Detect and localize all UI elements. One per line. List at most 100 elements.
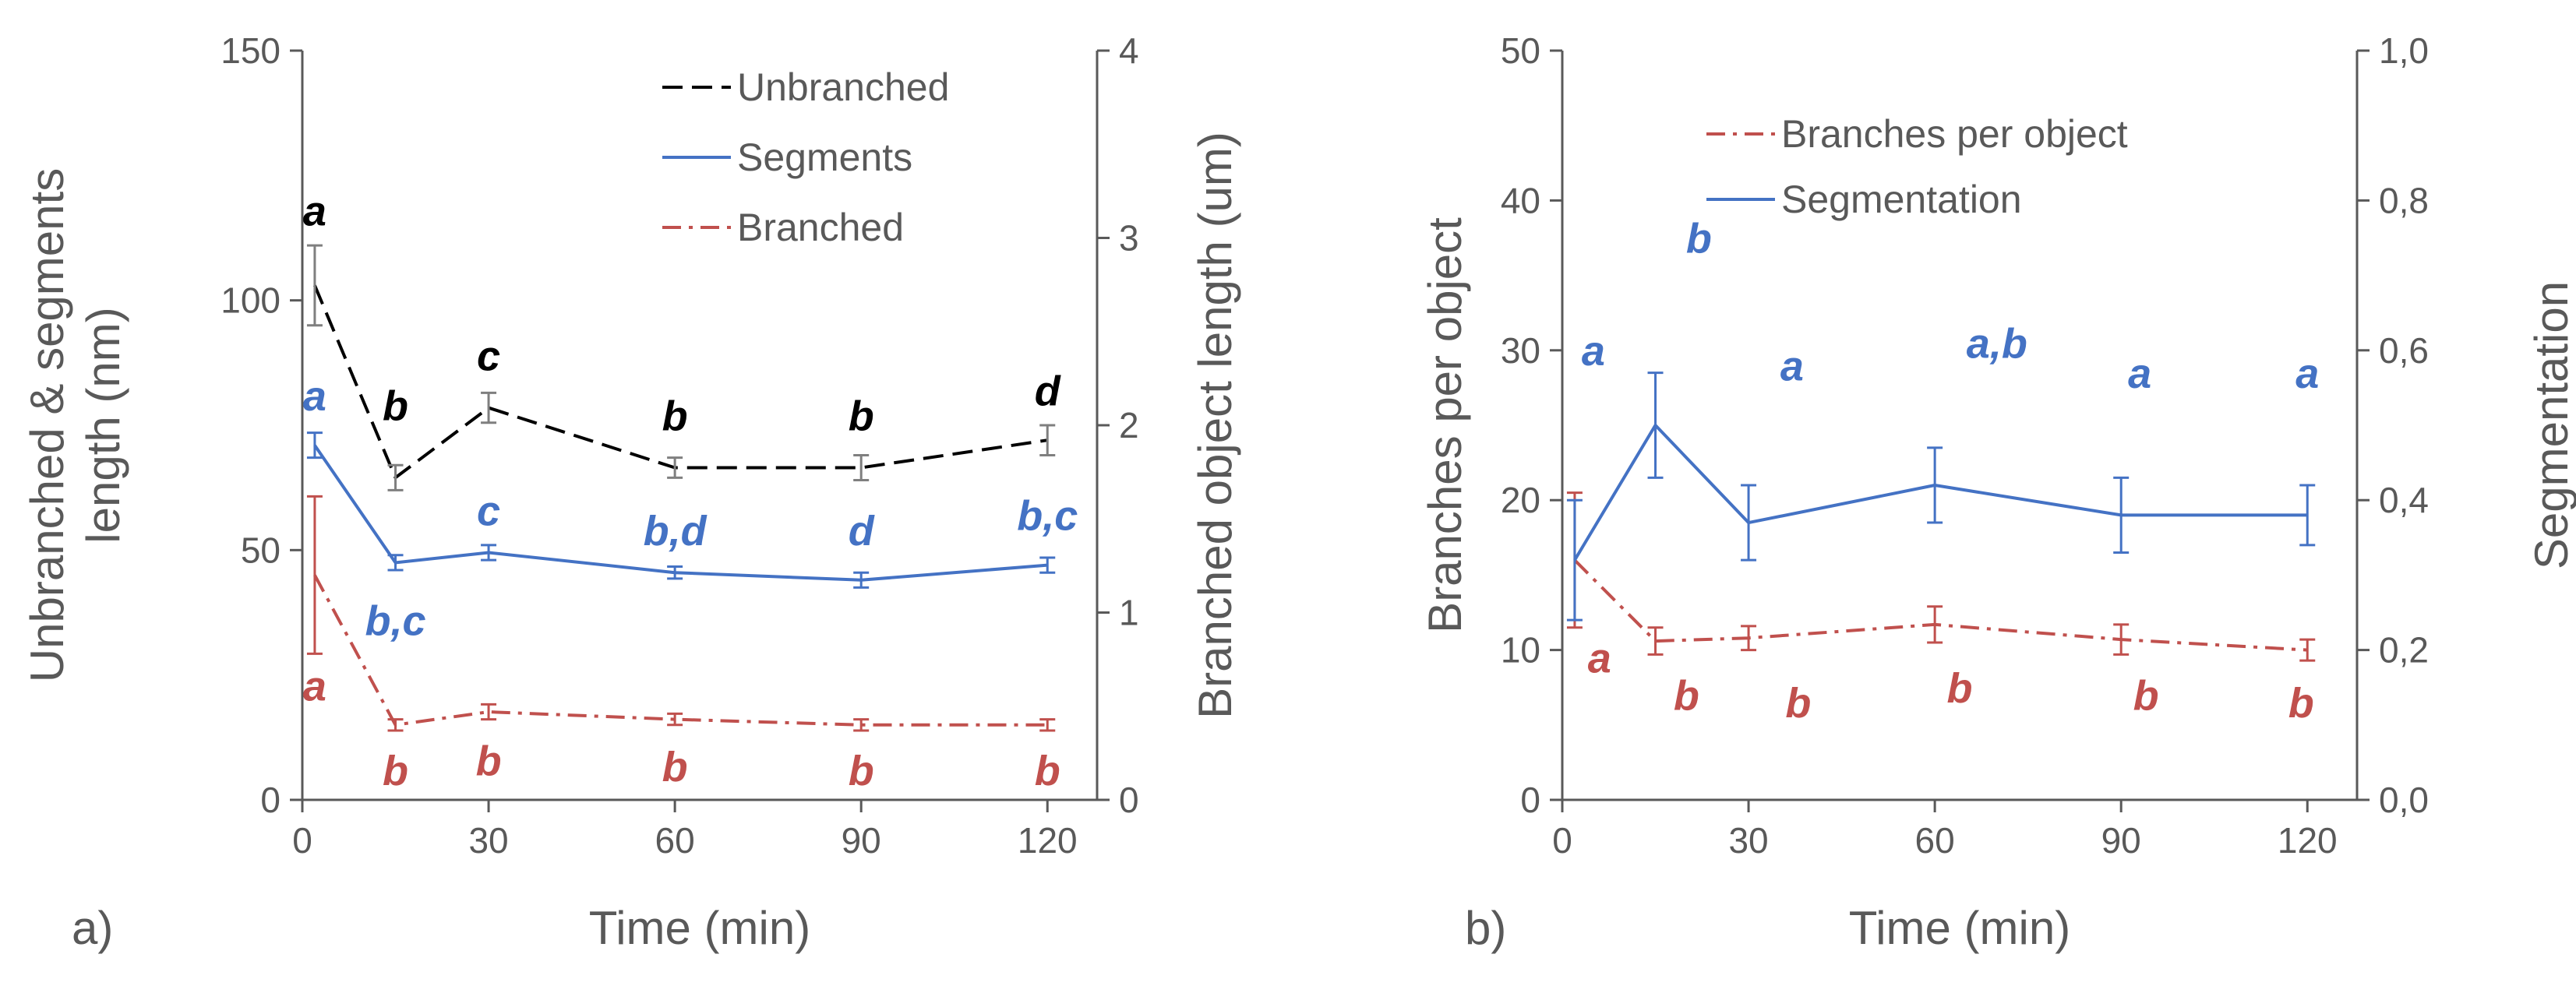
significance-label: a bbox=[2128, 350, 2151, 397]
error-bar bbox=[306, 495, 323, 655]
left-y-tick-label: 30 bbox=[1501, 330, 1540, 371]
significance-label: a bbox=[1582, 328, 1605, 375]
significance-label: a bbox=[303, 664, 326, 710]
x-tick-label: 90 bbox=[842, 820, 881, 861]
error-bar bbox=[1039, 718, 1056, 732]
left-y-axis-label: Branches per object bbox=[1419, 217, 1471, 633]
legend-label: Unbranched bbox=[737, 65, 949, 109]
legend-label: Segmentation bbox=[1781, 178, 2022, 221]
error-bar bbox=[481, 703, 497, 721]
significance-label: b bbox=[849, 393, 874, 439]
error-bar bbox=[387, 463, 404, 491]
x-tick-label: 60 bbox=[655, 820, 695, 861]
left-y-tick-label: 150 bbox=[221, 30, 281, 71]
error-bar bbox=[1039, 424, 1056, 456]
significance-label: a,b bbox=[1967, 320, 2027, 367]
significance-label: d bbox=[849, 508, 875, 555]
significance-label: b,c bbox=[365, 597, 426, 644]
series-line bbox=[1573, 558, 2308, 652]
left-y-tick-label: 0 bbox=[1520, 780, 1540, 820]
series-unbranched: a b c b b d bbox=[303, 188, 1061, 491]
error-bar bbox=[2113, 623, 2130, 656]
error-bar bbox=[667, 456, 683, 479]
left-y-axis-label: Unbranched & segmentslength (nm) bbox=[21, 168, 129, 682]
series-segmentation: a b a a,b a a bbox=[1566, 216, 2319, 622]
significance-label: a bbox=[303, 373, 326, 420]
right-y-tick-label: 0,2 bbox=[2379, 630, 2429, 671]
left-y-tick-label: 40 bbox=[1501, 180, 1540, 220]
series-line bbox=[313, 444, 1048, 582]
right-y-tick-label: 0 bbox=[1119, 780, 1139, 820]
right-y-tick-label: 0,0 bbox=[2379, 780, 2429, 820]
series-branches-per-object: ab b b b b bbox=[1566, 491, 2316, 727]
error-bar bbox=[1927, 605, 1943, 644]
left-y-tick-label: 0 bbox=[260, 780, 281, 820]
error-bar bbox=[853, 571, 870, 589]
chart-panel-b: 0 10 20 30 40 50 0,0 0,2 0,4 0,6 0,8 1,0 0 30 60 90 120 T… bbox=[1419, 30, 2576, 954]
significance-label: b,d bbox=[644, 508, 708, 555]
error-bar bbox=[1647, 626, 1664, 656]
x-tick-label: 0 bbox=[292, 820, 312, 861]
significance-label: b bbox=[1035, 748, 1060, 794]
significance-label: b bbox=[662, 393, 688, 439]
right-y-axis-label: Segmentation bbox=[2525, 281, 2576, 569]
left-y-tick-label: 50 bbox=[241, 530, 281, 570]
series-line bbox=[1573, 424, 2308, 562]
legend-label: Branches per object bbox=[1781, 112, 2128, 156]
significance-label: b bbox=[1785, 680, 1811, 727]
significance-label: c bbox=[477, 333, 500, 379]
error-bar bbox=[1039, 556, 1056, 574]
x-axis-label: Time (min) bbox=[589, 902, 810, 954]
significance-label: b bbox=[476, 738, 502, 785]
error-bar bbox=[306, 244, 323, 327]
x-tick-label: 60 bbox=[1915, 820, 1955, 861]
error-bar bbox=[1647, 372, 1664, 479]
significance-label: d bbox=[1035, 368, 1061, 414]
panel-label: b) bbox=[1465, 902, 1506, 954]
x-tick-label: 30 bbox=[468, 820, 508, 861]
significance-label: a bbox=[303, 188, 326, 234]
significance-label: b bbox=[383, 748, 408, 794]
right-y-tick-label: 0,4 bbox=[2379, 480, 2429, 520]
left-y-tick-label: 20 bbox=[1501, 480, 1540, 520]
right-y-tick-label: 3 bbox=[1119, 218, 1139, 259]
left-y-tick-label: 50 bbox=[1501, 30, 1540, 71]
error-bar bbox=[1741, 625, 1757, 652]
significance-label: b bbox=[662, 744, 688, 791]
error-bar bbox=[481, 544, 497, 562]
error-bar bbox=[306, 431, 323, 460]
significance-label: b bbox=[1674, 673, 1699, 720]
error-bar bbox=[853, 718, 870, 732]
error-bar bbox=[387, 554, 404, 572]
error-bar bbox=[1741, 484, 1757, 562]
right-y-tick-label: 1 bbox=[1119, 593, 1139, 633]
series-segments: a b,c c b,d d b,c bbox=[303, 373, 1078, 645]
error-bar bbox=[667, 712, 683, 727]
left-y-axis-label-line: Branches per object bbox=[1419, 217, 1471, 633]
significance-label: a bbox=[1588, 635, 1611, 681]
x-axis-label: Time (min) bbox=[1849, 902, 2070, 954]
error-bar bbox=[387, 718, 404, 732]
chart-panel-a: 0 50 100 150 0 1 2 3 4 0 30 60 90 120 Time (min) Unbran… bbox=[21, 30, 1241, 954]
right-y-tick-label: 2 bbox=[1119, 405, 1139, 445]
error-bar bbox=[1566, 498, 1583, 622]
left-y-tick-label: 100 bbox=[221, 280, 281, 321]
left-y-tick-label: 10 bbox=[1501, 630, 1540, 671]
significance-label: b,c bbox=[1017, 493, 1078, 540]
error-bar bbox=[1927, 446, 1943, 524]
significance-label: b bbox=[849, 748, 874, 794]
series-line bbox=[313, 284, 1048, 480]
right-y-axis-label: Branched object length (um) bbox=[1189, 132, 1241, 719]
error-bar bbox=[2299, 484, 2316, 547]
significance-label: a bbox=[2295, 350, 2319, 397]
x-tick-label: 0 bbox=[1552, 820, 1572, 861]
right-y-tick-label: 4 bbox=[1119, 30, 1139, 71]
significance-label: c bbox=[477, 488, 500, 534]
left-y-axis-label-line: length (nm) bbox=[77, 307, 129, 543]
significance-label: b bbox=[1947, 665, 1973, 712]
panel-label: a) bbox=[72, 902, 113, 954]
series-branched: a b b b b b bbox=[303, 495, 1060, 794]
significance-label: b bbox=[1686, 216, 1712, 262]
right-y-tick-label: 0,8 bbox=[2379, 180, 2429, 220]
significance-label: a bbox=[1780, 343, 1804, 389]
